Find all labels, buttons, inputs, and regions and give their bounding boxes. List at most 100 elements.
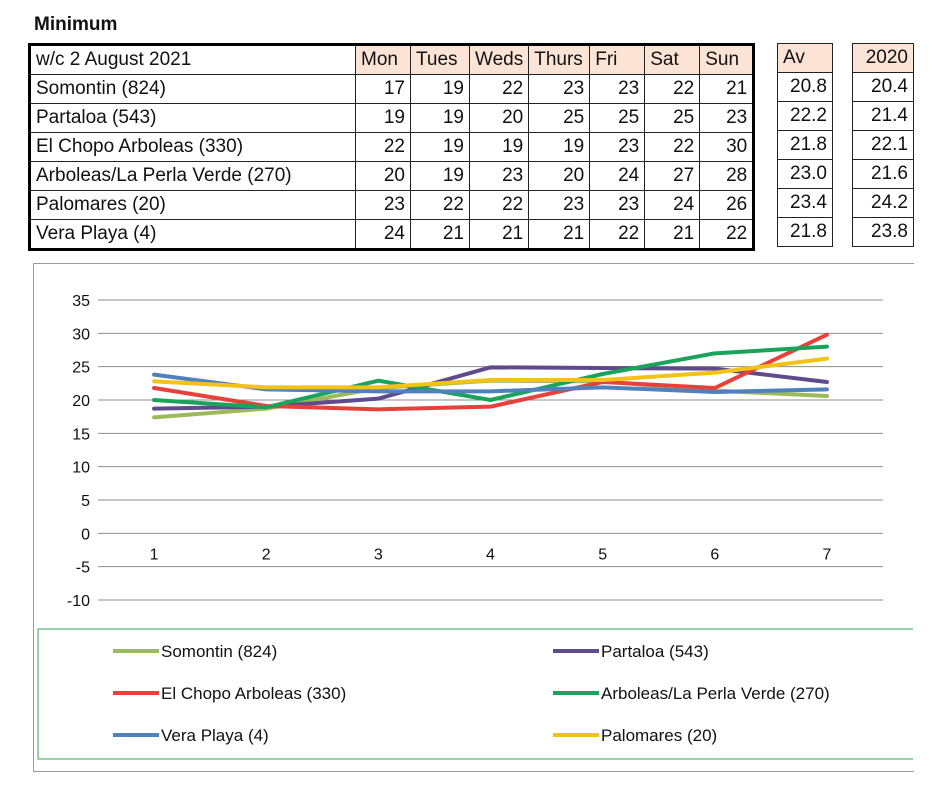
page-heading: Minimum (34, 14, 118, 35)
day-header: Sun (699, 44, 755, 75)
average-table: Av 20.8 22.2 21.8 23.0 23.4 21.8 (777, 43, 833, 247)
temperature-cell: 25 (528, 103, 591, 133)
y-tick-label: -5 (76, 560, 90, 577)
y-tick-label: 35 (72, 293, 90, 310)
average-cell: 21.8 (777, 130, 833, 160)
temperature-cell: 21 (699, 74, 755, 104)
year-2020-cell: 24.2 (852, 188, 914, 218)
table-row: Somontin (824) 17 19 22 23 23 22 21 (29, 74, 755, 104)
site-name: El Chopo Arboleas (330) (29, 132, 356, 162)
site-name: Palomares (20) (29, 190, 356, 220)
legend-label: Arboleas/La Perla Verde (270) (601, 684, 830, 703)
temperature-cell: 19 (410, 161, 470, 191)
temperature-cell: 22 (644, 74, 701, 104)
temperature-cell: 21 (410, 219, 470, 250)
temperature-cell: 24 (644, 190, 701, 220)
temperature-cell: 23 (468, 161, 530, 191)
table-row: Palomares (20) 23 22 22 23 23 24 26 (29, 190, 755, 220)
temperature-cell: 23 (528, 74, 591, 104)
temperature-table: w/c 2 August 2021 Mon Tues Weds Thurs Fr… (28, 43, 756, 251)
temperature-cell: 28 (699, 161, 755, 191)
average-cell: 23.4 (777, 188, 833, 218)
temperature-cell: 22 (699, 219, 755, 250)
day-header: Fri (589, 44, 646, 75)
temperature-cell: 19 (410, 103, 470, 133)
temperature-cell: 19 (410, 74, 470, 104)
x-tick-label: 5 (598, 546, 607, 563)
y-tick-label: 10 (72, 460, 90, 477)
year-2020-header: 2020 (852, 43, 914, 73)
year-2020-table: 2020 20.4 21.4 22.1 21.6 24.2 23.8 (852, 43, 914, 247)
temperature-cell: 22 (355, 132, 411, 162)
line-chart: 35 30 25 20 15 10 5 0 -5 -10 1 2 3 4 5 6 7 Somontin (824)… (37, 293, 913, 760)
x-tick-label: 7 (822, 546, 831, 563)
table-row: Partaloa (543) 19 19 20 25 25 25 23 (29, 103, 755, 133)
legend-label: Vera Playa (4) (161, 726, 269, 745)
chart-area (33, 263, 914, 772)
temperature-cell: 19 (355, 103, 411, 133)
temperature-cell: 21 (528, 219, 591, 250)
y-tick-label: 30 (72, 326, 90, 343)
temperature-cell: 26 (699, 190, 755, 220)
temperature-cell: 22 (468, 190, 530, 220)
temperature-cell: 20 (468, 103, 530, 133)
x-tick-label: 2 (262, 546, 271, 563)
temperature-cell: 23 (528, 190, 591, 220)
legend-label: Partaloa (543) (601, 642, 709, 661)
x-tick-label: 6 (710, 546, 719, 563)
temperature-cell: 27 (644, 161, 701, 191)
day-header: Weds (468, 44, 530, 75)
legend-label: Somontin (824) (161, 642, 277, 661)
legend-box (37, 628, 913, 760)
site-name: Arboleas/La Perla Verde (270) (29, 161, 356, 191)
temperature-cell: 19 (468, 132, 530, 162)
temperature-cell: 30 (699, 132, 755, 162)
y-tick-label: 5 (81, 493, 90, 510)
temperature-cell: 21 (468, 219, 530, 250)
year-2020-cell: 22.1 (852, 130, 914, 160)
x-tick-label: 4 (486, 546, 495, 563)
table-row: Arboleas/La Perla Verde (270) 20 19 23 20 24 2… (29, 161, 755, 191)
site-name: Somontin (824) (29, 74, 356, 104)
temperature-cell: 23 (355, 190, 411, 220)
legend-label: El Chopo Arboleas (330) (161, 684, 346, 703)
temperature-cell: 23 (589, 132, 646, 162)
day-header: Sat (644, 44, 701, 75)
y-tick-label: 25 (72, 360, 90, 377)
y-tick-label: 15 (72, 426, 90, 443)
temperature-cell: 17 (355, 74, 411, 104)
y-tick-label: 20 (72, 393, 90, 410)
site-name: Partaloa (543) (29, 103, 356, 133)
series-line (152, 344, 829, 410)
legend-label: Palomares (20) (601, 726, 717, 745)
temperature-cell: 19 (528, 132, 591, 162)
year-2020-cell: 20.4 (852, 72, 914, 102)
temperature-cell: 19 (410, 132, 470, 162)
day-header: Mon (355, 44, 411, 75)
temperature-cell: 25 (589, 103, 646, 133)
temperature-cell: 20 (528, 161, 591, 191)
year-2020-cell: 23.8 (852, 217, 914, 247)
average-header: Av (777, 43, 833, 73)
temperature-cell: 23 (589, 190, 646, 220)
temperature-cell: 20 (355, 161, 411, 191)
average-cell: 21.8 (777, 217, 833, 247)
y-tick-label: -10 (67, 593, 90, 610)
series-line (152, 356, 829, 390)
table-header-row: w/c 2 August 2021 Mon Tues Weds Thurs Fr… (29, 44, 755, 75)
year-2020-cell: 21.4 (852, 101, 914, 131)
y-tick-label: 0 (81, 526, 90, 543)
temperature-cell: 22 (589, 219, 646, 250)
average-cell: 23.0 (777, 159, 833, 189)
site-name: Vera Playa (4) (29, 219, 356, 250)
week-commencing-label: w/c 2 August 2021 (29, 44, 356, 75)
x-tick-label: 3 (374, 546, 383, 563)
table-row: El Chopo Arboleas (330) 22 19 19 19 23 22 30 (29, 132, 755, 162)
temperature-cell: 24 (355, 219, 411, 250)
x-tick-label: 1 (150, 546, 159, 563)
temperature-cell: 22 (468, 74, 530, 104)
average-cell: 20.8 (777, 72, 833, 102)
year-2020-cell: 21.6 (852, 159, 914, 189)
temperature-cell: 23 (699, 103, 755, 133)
day-header: Tues (410, 44, 470, 75)
